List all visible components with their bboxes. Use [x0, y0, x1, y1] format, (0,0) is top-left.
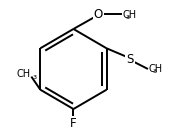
Text: F: F	[70, 117, 77, 130]
Text: O: O	[94, 8, 103, 21]
Text: CH: CH	[17, 69, 31, 79]
Text: ₃: ₃	[126, 11, 130, 21]
Text: CH: CH	[122, 10, 136, 20]
Text: ₃: ₃	[152, 65, 156, 75]
Text: CH: CH	[148, 64, 162, 74]
Text: ₃: ₃	[32, 71, 36, 81]
Text: S: S	[126, 53, 134, 66]
